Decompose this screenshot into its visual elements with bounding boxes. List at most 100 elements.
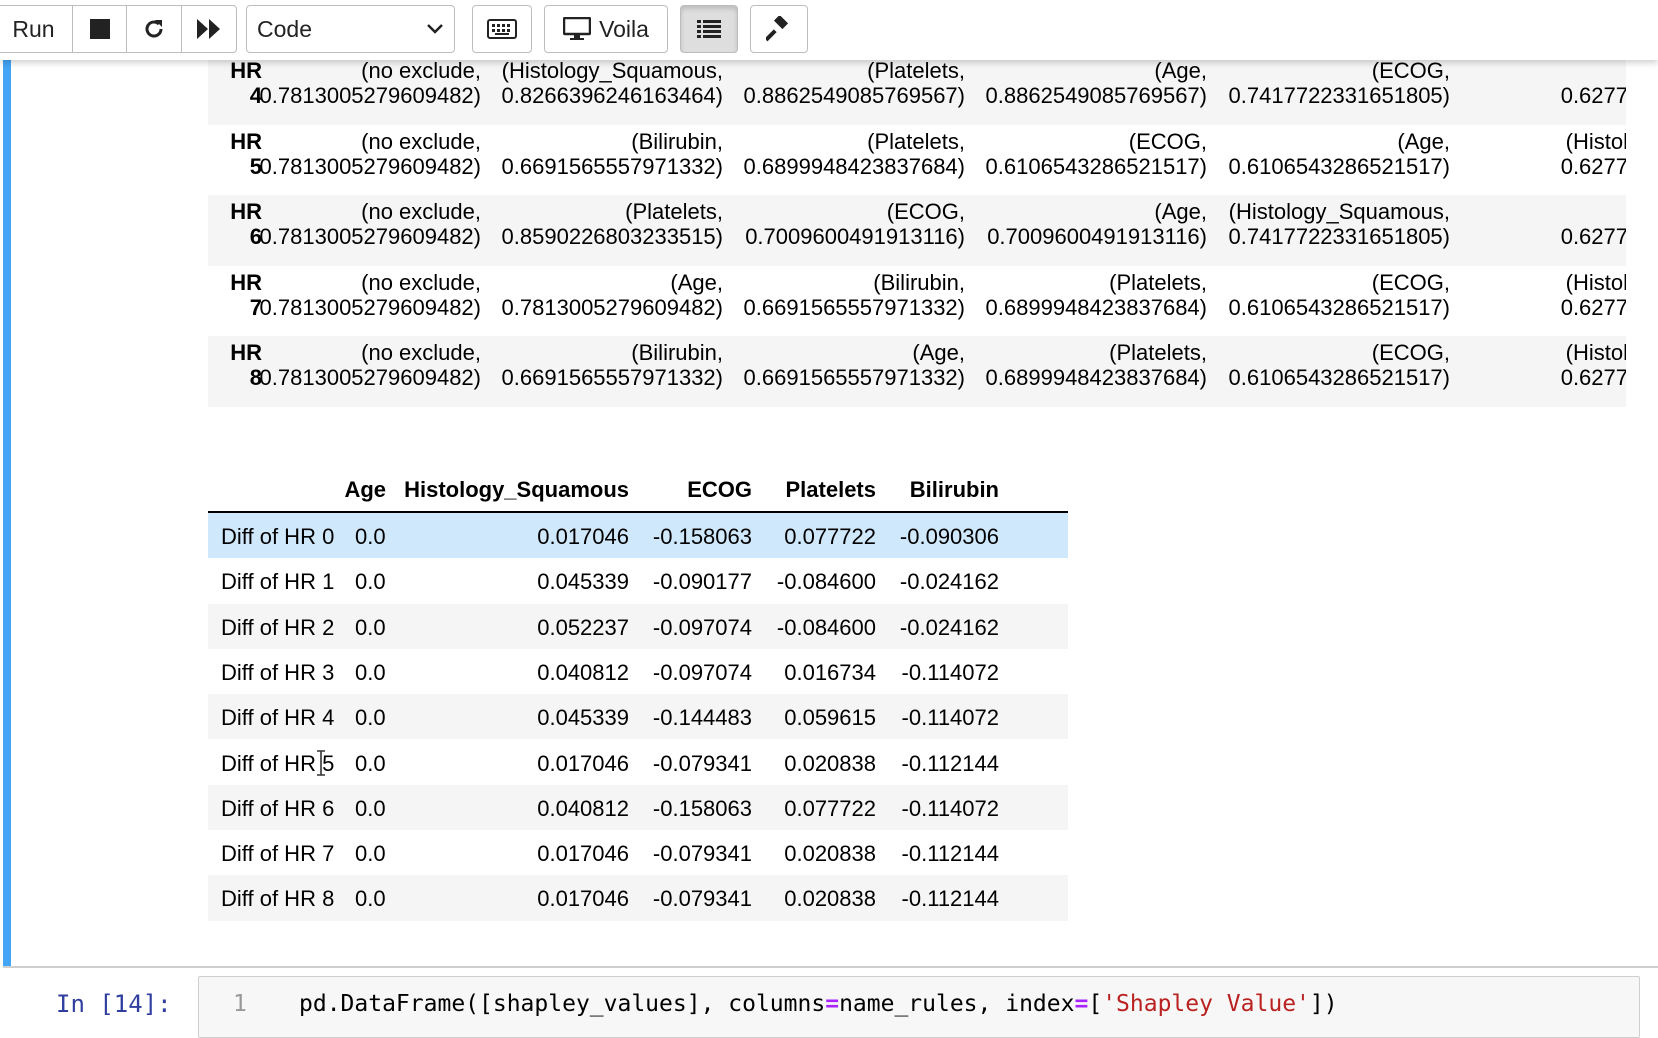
hr-table-cell: (Age, (670, 269, 723, 295)
table-row: Diff of HR 4 0.0 0.045339 -0.144483 0.059615… (208, 694, 1068, 740)
table-cell: -0.024162 (899, 569, 999, 595)
fast-forward-icon (197, 19, 220, 39)
hr-table-cell: 0.8266396246163464) (501, 83, 723, 108)
hr-table-cell: (Histology_Squamous, (1228, 199, 1450, 224)
table-cell: 0.0 (355, 614, 386, 640)
hr-dataframe: HR 4 (no exclude, 0.7813005279609482) (Histo… (208, 60, 1626, 416)
table-cell: -0.097074 (652, 614, 752, 640)
table-cell: -0.144483 (652, 705, 752, 731)
gavel-button[interactable] (750, 5, 808, 53)
code-token: pd.DataFrame([shapley_values], columns (299, 991, 826, 1017)
hr-table-cell: (Platelets, (867, 60, 965, 83)
hr-table-cell: (ECOG, (886, 199, 965, 224)
code-operator: = (825, 991, 840, 1017)
hr-table-cell: (ECOG, (1371, 60, 1450, 83)
cell-type-value: Code (257, 15, 312, 42)
row-label: Diff of HR 1 (221, 569, 335, 595)
toc-toggle-button[interactable] (680, 5, 738, 53)
stop-icon (89, 19, 110, 39)
run-button[interactable]: Run (0, 5, 73, 53)
table-cell: -0.114072 (901, 795, 999, 821)
hr-table-cell: 0.6899948423837684) (985, 294, 1207, 320)
hr-table-cell: (Bilirubin, (631, 128, 723, 154)
table-cell: -0.079341 (652, 841, 752, 867)
hr-table-cell: (Histol (1565, 340, 1626, 365)
table-cell: 0.0 (355, 841, 386, 867)
table-cell: 0.0 (355, 659, 386, 685)
table-cell: 0.017046 (537, 886, 629, 912)
row-index-label: HR (230, 128, 262, 154)
table-cell: 0.0 (355, 886, 386, 912)
hr-table-row: HR 8 (no exclude, 0.7813005279609482) (Bilir… (208, 336, 1626, 407)
table-cell: -0.079341 (652, 750, 752, 776)
hr-table-cell: 0.6277 (1560, 294, 1626, 320)
column-header: Bilirubin (909, 477, 999, 502)
hr-table-cell: 0.6106543286521517) (1228, 294, 1450, 320)
table-cell: 0.017046 (537, 750, 629, 776)
text-cursor-icon (317, 750, 325, 776)
row-index-label: 4 (249, 83, 262, 108)
table-cell: 0.040812 (537, 659, 629, 685)
hr-table-row: HR 5 (no exclude, 0.7813005279609482) (Bilir… (208, 125, 1626, 196)
hr-table-row: HR 7 (no exclude, 0.7813005279609482) (Age, 0… (208, 266, 1626, 337)
hr-table-cell: 0.6899948423837684) (743, 153, 965, 179)
hr-table-cell: 0.6691565557971332) (501, 365, 723, 390)
hr-table-row: HR 6 (no exclude, 0.7813005279609482) (Plate… (208, 195, 1626, 266)
hr-table-cell: (Histology_Squamous, (501, 60, 723, 83)
restart-kernel-button[interactable] (126, 5, 182, 53)
table-cell: 0.040812 (537, 795, 629, 821)
gavel-icon (766, 16, 789, 42)
list-icon (697, 20, 721, 38)
table-cell: 0.0 (355, 705, 386, 731)
table-cell: -0.112144 (901, 750, 999, 776)
hr-table-cell: 0.7009600491913116) (745, 224, 965, 249)
table-row: Diff of HR 7 0.0 0.017046 -0.079341 0.020838… (208, 830, 1068, 875)
row-index-label: HR (230, 199, 262, 224)
hr-table-cell: (no exclude, (361, 60, 481, 83)
hr-table-cell: (Age, (1397, 128, 1450, 154)
restart-run-all-button[interactable] (181, 5, 237, 53)
table-cell: -0.114072 (901, 705, 999, 731)
table-cell: 0.0 (355, 795, 386, 821)
row-index-label: HR (230, 340, 262, 365)
table-cell: -0.090177 (652, 569, 752, 595)
table-cell: 0.0 (355, 569, 386, 595)
hr-table-cell: (no exclude, (361, 199, 481, 224)
code-line[interactable]: pd.DataFrame([shapley_values], columns=n… (299, 991, 1338, 1017)
hr-table-cell: 0.7813005279609482) (259, 224, 481, 249)
hr-table-cell: (Histol (1565, 269, 1626, 295)
command-palette-button[interactable] (472, 5, 532, 53)
table-row: Diff of HR 5 0.0 0.017046 -0.079341 0.020838… (208, 740, 1068, 785)
hr-table-cell: 0.6106543286521517) (1228, 153, 1450, 179)
hr-table-cell: 0.7813005279609482) (259, 294, 481, 320)
refresh-icon (145, 20, 163, 38)
hr-table-cell: 0.6899948423837684) (985, 365, 1207, 390)
hr-table-cell: (Platelets, (1109, 340, 1207, 365)
hr-table-cell: (Age, (1154, 60, 1207, 83)
row-label: Diff of HR 4 (221, 705, 335, 731)
table-cell: 0.020838 (784, 750, 876, 776)
table-cell: -0.112144 (901, 841, 999, 867)
table-cell: -0.024162 (899, 614, 999, 640)
table-row: Diff of HR 8 0.0 0.017046 -0.079341 0.020838… (208, 875, 1068, 921)
table-cell: 0.017046 (537, 841, 629, 867)
hr-table-cell: 0.6691565557971332) (743, 294, 965, 320)
cell-divider (3, 966, 1658, 968)
table-cell: 0.0 (355, 750, 386, 776)
interrupt-kernel-button[interactable] (72, 5, 127, 53)
hr-table-cell: 0.6106543286521517) (1228, 365, 1450, 390)
column-header: Histology_Squamous (404, 477, 629, 502)
table-row: Diff of HR 2 0.0 0.052237 -0.097074 -0.08460… (208, 603, 1068, 649)
hr-table-cell: (Platelets, (1109, 269, 1207, 295)
hr-table-cell: (ECOG, (1371, 269, 1450, 295)
cell-type-select[interactable]: Code (246, 5, 455, 53)
voila-button[interactable]: Voila (544, 5, 668, 53)
table-cell: 0.045339 (537, 705, 629, 731)
table-cell: 0.077722 (784, 524, 876, 549)
column-header: Platelets (785, 477, 877, 502)
code-editor[interactable]: 1 pd.DataFrame([shapley_values], columns… (198, 976, 1640, 1038)
row-label: Diff of HR 5 (221, 750, 335, 776)
hr-table-cell: 0.7813005279609482) (501, 294, 723, 320)
table-cell: 0.016734 (784, 659, 876, 685)
hr-table-cell: (Histol (1565, 128, 1626, 154)
